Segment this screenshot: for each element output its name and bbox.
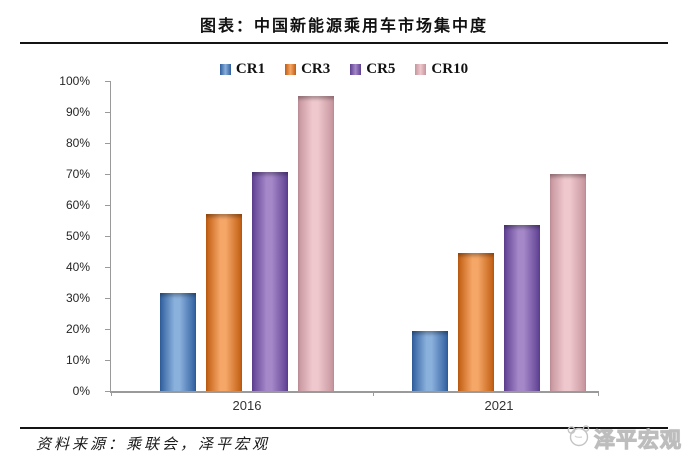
source-text: 资料来源：乘联会，泽平宏观 — [36, 437, 271, 453]
legend: CR1 CR3 CR5 CR10 — [0, 61, 688, 78]
legend-label: CR3 — [301, 61, 331, 77]
title-divider-line — [20, 42, 668, 44]
y-axis-tick-mark — [105, 329, 110, 330]
bar-cr3-2021 — [458, 253, 494, 391]
y-axis-tick-label: 100% — [59, 74, 90, 88]
y-axis-tick-label: 0% — [72, 384, 90, 398]
watermark-text: 泽平宏观 — [594, 427, 682, 452]
legend-item-cr1: CR1 — [219, 61, 266, 78]
legend-swatch-cr5-icon — [350, 64, 362, 75]
bar-cr3-2016 — [206, 214, 242, 391]
panda-logo-icon — [565, 423, 591, 454]
bar-cr1-2016 — [160, 293, 196, 391]
y-axis: 0% 10% 20% 30% 40% 50% 60% 70% 80% 90% 100% — [0, 74, 104, 398]
y-axis-tick-mark — [105, 81, 110, 82]
legend-item-cr10: CR10 — [415, 61, 468, 78]
y-axis-tick-label: 80% — [65, 136, 90, 150]
x-axis-tick-mark — [111, 391, 112, 396]
legend-item-cr3: CR3 — [285, 61, 330, 78]
bar-cr1-2021 — [412, 331, 448, 391]
x-axis-label-2021: 2021 — [484, 398, 514, 413]
y-axis-tick-mark — [105, 174, 110, 175]
legend-label: CR1 — [235, 61, 266, 77]
x-axis-label-2016: 2016 — [232, 398, 262, 413]
y-axis-tick-label: 70% — [65, 167, 90, 181]
y-axis-tick-label: 50% — [65, 229, 90, 243]
bar-cr5-2016 — [252, 172, 288, 391]
bar-cr10-2021 — [550, 174, 586, 391]
legend-swatch-cr1-icon — [219, 64, 231, 75]
legend-swatch-cr10-icon — [415, 64, 427, 75]
watermark: 泽平宏观 — [565, 423, 682, 454]
y-axis-tick-mark — [105, 112, 110, 113]
legend-swatch-cr3-icon — [285, 64, 297, 75]
bar-cr5-2021 — [504, 225, 540, 391]
chart-title: 图表：中国新能源乘用车市场集中度 — [199, 18, 488, 35]
y-axis-tick-mark — [105, 391, 110, 392]
plot-area: 2016 2021 — [105, 81, 599, 413]
x-axis-tick-mark — [373, 391, 374, 396]
legend-item-cr5: CR5 — [350, 61, 395, 78]
y-axis-tick-mark — [105, 143, 110, 144]
footer-divider-line — [20, 427, 668, 429]
y-axis-tick-label: 20% — [65, 322, 90, 336]
y-axis-tick-label: 30% — [65, 291, 90, 305]
y-axis-tick-label: 60% — [65, 198, 90, 212]
y-axis-tick-mark — [105, 360, 110, 361]
x-axis-tick-mark — [598, 391, 599, 396]
y-axis-tick-mark — [105, 205, 110, 206]
y-axis-tick-label: 40% — [65, 260, 90, 274]
legend-label: CR5 — [366, 61, 396, 77]
y-axis-tick-label: 10% — [65, 353, 90, 367]
legend-label: CR10 — [431, 61, 469, 77]
y-axis-tick-mark — [105, 236, 110, 237]
bar-cr10-2016 — [298, 96, 334, 391]
y-axis-tick-mark — [105, 298, 110, 299]
y-axis-tick-label: 90% — [65, 105, 90, 119]
y-axis-tick-mark — [105, 267, 110, 268]
